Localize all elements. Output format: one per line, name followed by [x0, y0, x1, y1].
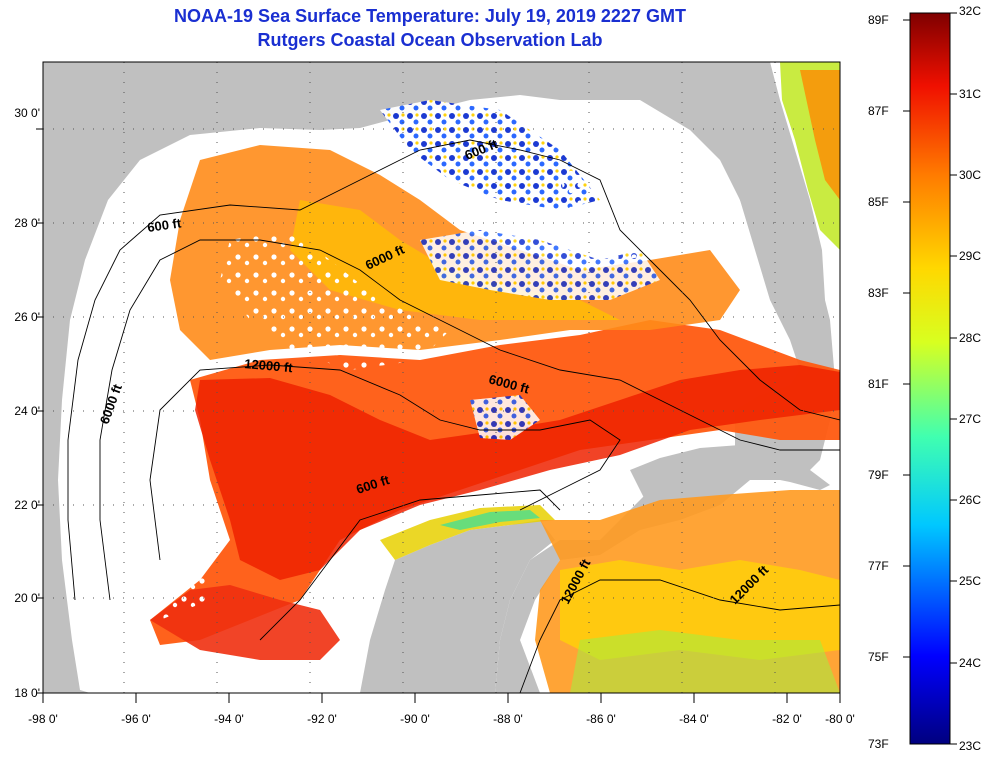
lat-tick-label: 28 0'	[14, 216, 40, 230]
colorbar	[909, 12, 951, 745]
colorbar-c-label: 25C	[959, 574, 982, 588]
cloud-white-campeche	[90, 510, 210, 620]
florida-land	[640, 62, 825, 345]
colorbar-f-label: 85F	[868, 195, 889, 209]
colorbar-f-label: 81F	[868, 377, 889, 391]
colorbar-f-label: 79F	[868, 468, 889, 482]
sst-upwelling-cool	[440, 510, 540, 530]
map-subtitle: Rutgers Coastal Ocean Observation Lab	[257, 30, 603, 50]
lon-tick-label: -94 0'	[214, 712, 244, 726]
colorbar-c-label: 23C	[959, 739, 982, 753]
contour-label: 600 ft	[146, 215, 182, 235]
colorbar-f-label: 77F	[868, 559, 889, 573]
lon-tick-label: -90 0'	[400, 712, 430, 726]
map-frame	[42, 61, 841, 694]
sst-yellow-patch	[290, 200, 620, 320]
colorbar-c-label: 29C	[959, 249, 982, 263]
contour-label: 12000 ft	[244, 356, 294, 375]
colorbar-c-label: 32C	[959, 4, 982, 18]
lon-tick-label: -92 0'	[307, 712, 337, 726]
colorbar-ticks	[903, 12, 957, 745]
colorbar-f-label: 73F	[868, 737, 889, 751]
lat-tick-label: 18 0'	[14, 686, 40, 700]
colorbar-c-label: 31C	[959, 87, 982, 101]
colorbar-f-label: 75F	[868, 650, 889, 664]
colorbar-c-label: 24C	[959, 656, 982, 670]
lat-tick-label: 24 0'	[14, 404, 40, 418]
lon-tick-label: -96 0'	[121, 712, 151, 726]
sst-atlantic-orange	[800, 70, 840, 200]
lon-tick-label: -98 0'	[28, 712, 58, 726]
contour-12000ft	[149, 364, 621, 561]
cloud-white-gaps	[220, 230, 450, 370]
lat-tick-label: 22 0'	[14, 498, 40, 512]
contour-600ft-north	[67, 139, 840, 601]
axis-ticks	[36, 128, 841, 703]
yucatan-land	[360, 520, 555, 693]
bathymetry-contours	[67, 139, 840, 693]
contour-6000ft	[99, 239, 840, 601]
sst-hot-core	[195, 365, 840, 580]
colorbar-f-label: 87F	[868, 104, 889, 118]
cuba-land	[630, 445, 830, 505]
lat-tick-label: 30 0'	[14, 106, 40, 120]
contour-600ft-yucatan	[259, 489, 561, 641]
lat-tick-label: 26 0'	[14, 310, 40, 324]
colorbar-f-label: 83F	[868, 286, 889, 300]
colorbar-c-label: 28C	[959, 331, 982, 345]
cloud-white-east	[560, 160, 700, 260]
cloud-blue-central	[420, 230, 660, 300]
map-title: NOAA-19 Sea Surface Temperature: July 19…	[174, 6, 686, 26]
map-plot-area	[43, 62, 840, 693]
cloud-blue-north	[380, 100, 600, 210]
cloud-blue-south	[470, 395, 540, 440]
colorbar-c-label: 27C	[959, 412, 982, 426]
colorbar-f-label: 89F	[868, 13, 889, 27]
contour-caribbean	[519, 579, 840, 693]
colorbar-c-label: 26C	[959, 493, 982, 507]
lon-tick-label: -88 0'	[493, 712, 523, 726]
lat-tick-label: 20 0'	[14, 591, 40, 605]
lon-tick-label: -84 0'	[679, 712, 709, 726]
lon-tick-label: -82 0'	[772, 712, 802, 726]
sst-caribbean-green	[570, 630, 840, 693]
colorbar-c-label: 30C	[959, 168, 982, 182]
lon-tick-label: -86 0'	[586, 712, 616, 726]
lon-tick-label: -80 0'	[825, 712, 855, 726]
